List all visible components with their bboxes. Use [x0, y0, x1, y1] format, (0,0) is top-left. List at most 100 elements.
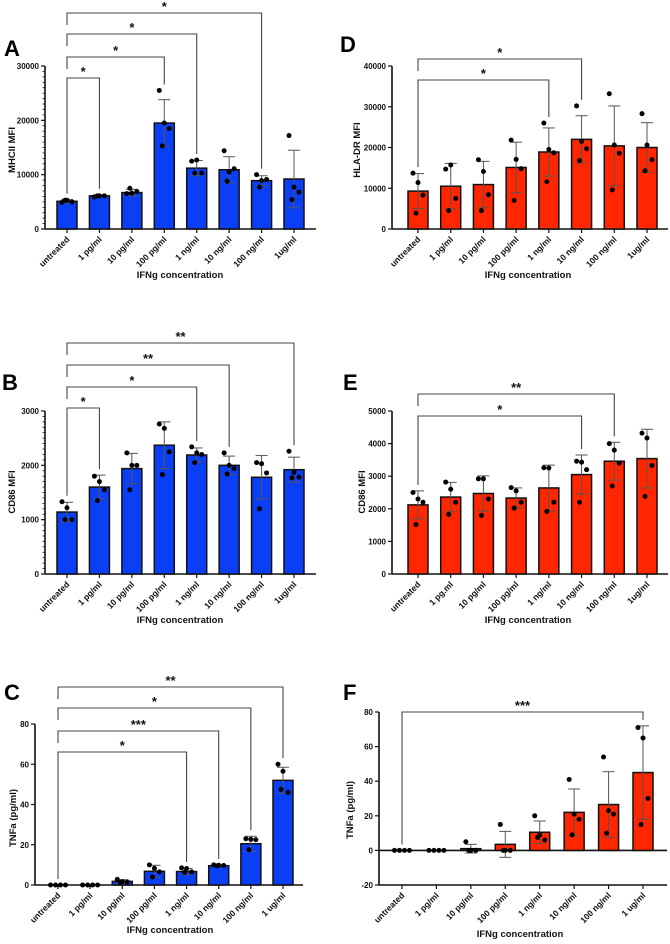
- data-point: [518, 166, 524, 172]
- y-tick-label: 1000: [21, 516, 39, 525]
- data-point: [259, 461, 265, 467]
- significance-bracket: [66, 33, 198, 154]
- significance-bracket: [57, 751, 188, 879]
- y-tick-label: 20: [364, 812, 373, 821]
- y-tick-label: 5000: [368, 407, 386, 416]
- data-point: [410, 170, 416, 176]
- panel-a: A 0 10000 20000 30000 MHCII MFI IFNg concentra…: [4, 0, 316, 281]
- bar: [283, 468, 305, 575]
- x-tick-label: 10 pg/ml: [105, 234, 136, 265]
- data-point: [226, 462, 232, 468]
- panel-label: A: [4, 36, 20, 61]
- data-point: [453, 499, 459, 505]
- significance-label: *: [81, 64, 87, 79]
- data-point: [446, 208, 452, 214]
- x-tick-label: 1ug/ml: [272, 234, 298, 260]
- data-point: [221, 862, 227, 868]
- y-axis-label: TNFa (pg/ml): [8, 789, 19, 847]
- data-point: [497, 821, 503, 827]
- panel-label: F: [343, 680, 356, 705]
- data-point: [644, 435, 650, 441]
- data-point: [161, 425, 167, 431]
- data-point: [286, 448, 292, 454]
- data-point: [508, 485, 514, 491]
- data-point: [426, 847, 432, 853]
- data-point: [635, 725, 641, 731]
- y-tick-label: 40: [20, 801, 29, 810]
- data-point: [117, 879, 123, 885]
- bar: [185, 454, 208, 575]
- data-point: [638, 821, 644, 827]
- data-point: [63, 882, 68, 888]
- data-point: [535, 834, 541, 840]
- data-point: [58, 882, 63, 888]
- data-point: [518, 499, 524, 505]
- x-tick-label: 10 ng/ml: [202, 234, 233, 265]
- x-axis-label: IFNg concentration: [485, 270, 572, 281]
- data-point: [473, 847, 479, 853]
- data-point: [156, 421, 162, 427]
- data-point: [62, 517, 68, 523]
- x-tick-label: 10 ng/ml: [202, 579, 233, 610]
- y-tick-label: 0: [25, 881, 30, 890]
- significance-label: *: [497, 45, 503, 60]
- data-point: [500, 847, 506, 853]
- data-point: [601, 754, 607, 760]
- data-point: [296, 189, 302, 195]
- data-point: [441, 847, 447, 853]
- data-point: [541, 120, 547, 126]
- data-point: [420, 499, 426, 505]
- y-tick-label: 60: [364, 743, 373, 752]
- x-tick-label: 100 ng/ml: [231, 234, 266, 269]
- data-point: [485, 496, 491, 502]
- data-point: [649, 462, 655, 468]
- x-tick-label: 1 ng/ml: [173, 579, 201, 607]
- y-tick-label: 2000: [368, 505, 386, 514]
- data-point: [478, 208, 484, 214]
- data-point: [199, 170, 205, 176]
- data-point: [85, 882, 91, 888]
- x-tick-label: 10 ng/ml: [555, 234, 586, 265]
- data-point: [243, 836, 249, 842]
- x-tick-label: 10 pg/ml: [95, 890, 126, 921]
- data-point: [566, 776, 572, 782]
- data-point: [159, 472, 165, 478]
- data-point: [194, 157, 200, 163]
- data-point: [48, 882, 53, 888]
- y-tick-label: 0: [382, 570, 387, 579]
- x-tick-label: untreated: [388, 579, 422, 613]
- significance-bracket: [66, 12, 263, 169]
- data-point: [199, 451, 205, 457]
- data-point: [101, 193, 107, 199]
- data-point: [231, 466, 237, 472]
- data-point: [296, 474, 302, 480]
- significance-label: *: [481, 66, 487, 81]
- data-point: [402, 847, 407, 853]
- x-tick-label: 100 pg/ml: [475, 890, 510, 925]
- data-point: [413, 521, 419, 527]
- significance-label: *: [120, 738, 126, 753]
- significance-label: ***: [515, 698, 531, 713]
- data-point: [159, 143, 165, 149]
- data-point: [166, 449, 172, 455]
- data-point: [443, 166, 449, 172]
- x-axis-label: IFNg concentration: [137, 270, 224, 281]
- significance-label: *: [497, 402, 503, 417]
- y-axis-label: CD86 MFI: [7, 470, 18, 513]
- data-point: [544, 508, 550, 514]
- data-point: [253, 837, 259, 843]
- data-point: [189, 158, 195, 164]
- data-point: [134, 189, 140, 195]
- y-tick-label: 10000: [17, 171, 40, 180]
- panel-b: B 0 1000 2000 3000 CD86 MFI IFNg concentration…: [2, 329, 316, 626]
- data-point: [475, 476, 481, 482]
- data-point: [584, 467, 590, 473]
- data-point: [644, 142, 650, 148]
- data-point: [94, 193, 100, 199]
- panel-e: E 0 1000 2000 3000 4000 5000 CD86 MFI IFNg conce…: [343, 370, 668, 626]
- data-point: [616, 460, 622, 466]
- bar: [88, 195, 111, 230]
- y-tick-label: 20000: [364, 144, 387, 153]
- data-point: [639, 430, 645, 436]
- data-point: [53, 882, 58, 888]
